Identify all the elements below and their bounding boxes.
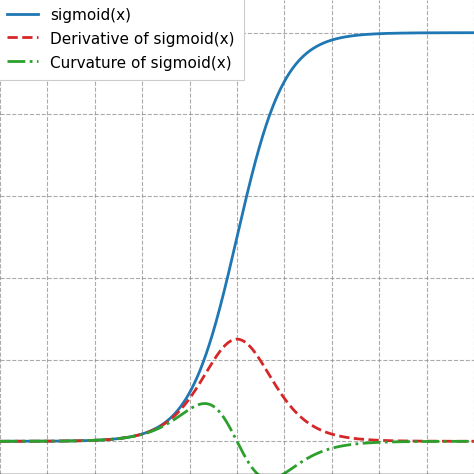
Curvature of sigmoid(x): [471, 438, 474, 444]
Derivative of sigmoid(x): [457, 438, 463, 444]
Curvature of sigmoid(x): [0, 438, 3, 444]
Derivative of sigmoid(x): [471, 438, 474, 444]
Derivative of sigmoid(x): [371, 437, 376, 443]
Derivative of sigmoid(x): [234, 337, 240, 342]
sigmoid(x): [21, 438, 27, 444]
sigmoid(x): [215, 312, 221, 318]
Line: Derivative of sigmoid(x): Derivative of sigmoid(x): [0, 339, 474, 441]
sigmoid(x): [457, 30, 463, 36]
sigmoid(x): [370, 31, 376, 37]
Derivative of sigmoid(x): [228, 338, 233, 344]
Curvature of sigmoid(x): [215, 408, 221, 413]
Curvature of sigmoid(x): [458, 438, 464, 444]
Derivative of sigmoid(x): [21, 438, 27, 444]
Line: sigmoid(x): sigmoid(x): [0, 33, 474, 441]
sigmoid(x): [0, 438, 3, 444]
Legend: sigmoid(x), Derivative of sigmoid(x), Curvature of sigmoid(x): sigmoid(x), Derivative of sigmoid(x), Cu…: [0, 0, 244, 80]
Derivative of sigmoid(x): [457, 438, 463, 444]
sigmoid(x): [457, 30, 463, 36]
Curvature of sigmoid(x): [228, 426, 234, 432]
sigmoid(x): [228, 262, 233, 268]
Curvature of sigmoid(x): [371, 440, 376, 446]
sigmoid(x): [471, 30, 474, 36]
Curvature of sigmoid(x): [21, 438, 27, 444]
Line: Curvature of sigmoid(x): Curvature of sigmoid(x): [0, 403, 474, 474]
Curvature of sigmoid(x): [457, 438, 463, 444]
Derivative of sigmoid(x): [0, 438, 3, 444]
Derivative of sigmoid(x): [215, 351, 221, 357]
Curvature of sigmoid(x): [202, 401, 208, 406]
